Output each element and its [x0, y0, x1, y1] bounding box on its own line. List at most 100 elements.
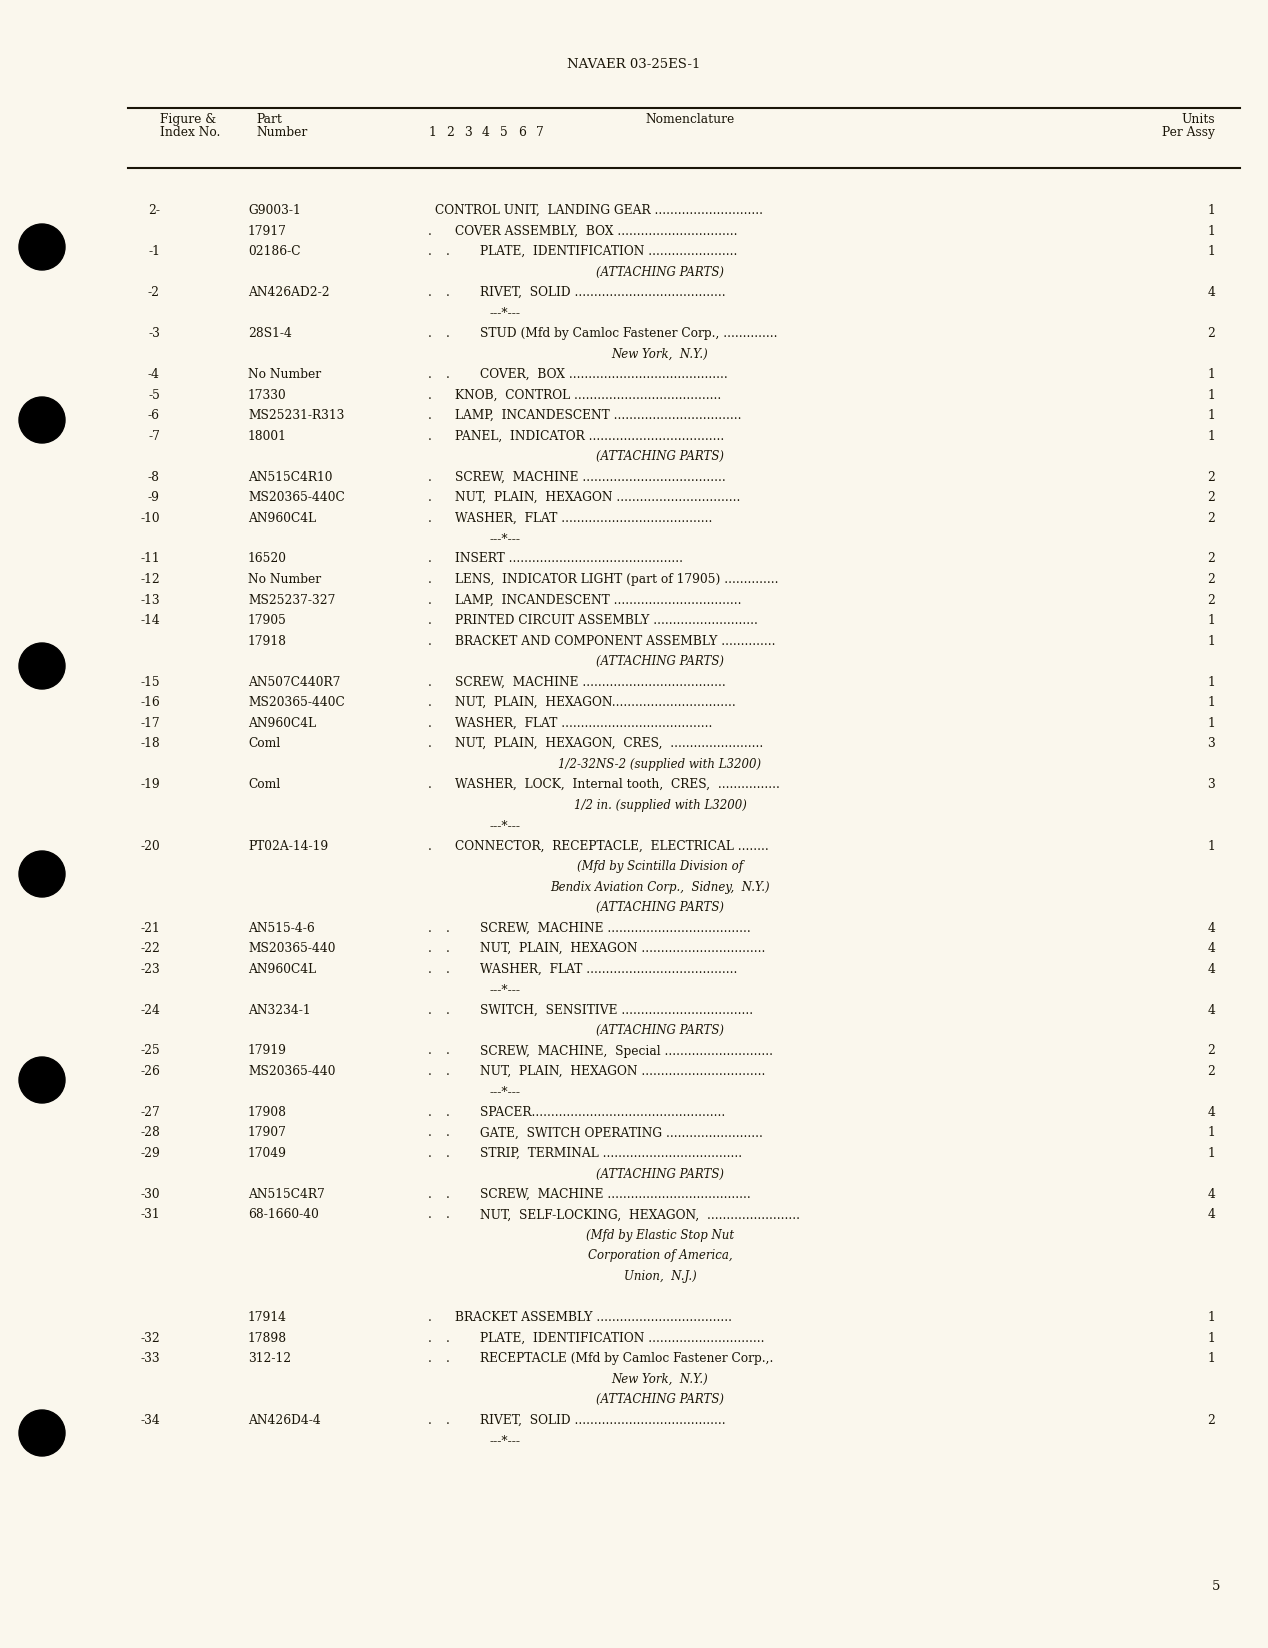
Text: -23: -23: [141, 962, 160, 976]
Text: 17330: 17330: [249, 389, 287, 402]
Text: -9: -9: [148, 491, 160, 504]
Text: -18: -18: [141, 737, 160, 750]
Text: New York,  N.Y.): New York, N.Y.): [611, 348, 709, 361]
Text: 1: 1: [1207, 204, 1215, 218]
Text: GATE,  SWITCH OPERATING .........................: GATE, SWITCH OPERATING .................…: [481, 1127, 763, 1139]
Text: .: .: [429, 491, 432, 504]
Text: AN515C4R10: AN515C4R10: [249, 470, 332, 483]
Text: Bendix Aviation Corp.,  Sidney,  N.Y.): Bendix Aviation Corp., Sidney, N.Y.): [550, 880, 770, 893]
Text: 1: 1: [1207, 676, 1215, 689]
Text: Coml: Coml: [249, 778, 280, 791]
Text: .: .: [446, 1208, 450, 1221]
Text: -12: -12: [141, 574, 160, 587]
Text: .: .: [429, 552, 432, 565]
Text: Union,  N.J.): Union, N.J.): [624, 1271, 696, 1284]
Text: .: .: [429, 246, 432, 259]
Text: NUT,  PLAIN,  HEXAGON,  CRES,  ........................: NUT, PLAIN, HEXAGON, CRES, .............…: [455, 737, 763, 750]
Text: -34: -34: [141, 1414, 160, 1427]
Text: -31: -31: [141, 1208, 160, 1221]
Text: .: .: [429, 1351, 432, 1365]
Text: -25: -25: [141, 1045, 160, 1058]
Circle shape: [19, 1411, 65, 1455]
Text: 2: 2: [1207, 511, 1215, 524]
Text: -27: -27: [141, 1106, 160, 1119]
Text: -5: -5: [148, 389, 160, 402]
Text: 17898: 17898: [249, 1332, 287, 1345]
Text: 4: 4: [1207, 943, 1215, 954]
Text: 1: 1: [1207, 389, 1215, 402]
Text: 3: 3: [464, 125, 472, 138]
Text: -10: -10: [141, 511, 160, 524]
Text: 5: 5: [1212, 1580, 1220, 1594]
Text: .: .: [429, 511, 432, 524]
Text: 17914: 17914: [249, 1312, 287, 1323]
Text: .: .: [446, 921, 450, 934]
Text: AN960C4L: AN960C4L: [249, 717, 316, 730]
Text: 1: 1: [1207, 839, 1215, 852]
Circle shape: [19, 397, 65, 443]
Text: AN515-4-6: AN515-4-6: [249, 921, 314, 934]
Text: PT02A-14-19: PT02A-14-19: [249, 839, 328, 852]
Text: New York,  N.Y.): New York, N.Y.): [611, 1373, 709, 1386]
Text: RIVET,  SOLID .......................................: RIVET, SOLID ...........................…: [481, 287, 725, 298]
Text: LAMP,  INCANDESCENT .................................: LAMP, INCANDESCENT .....................…: [455, 593, 742, 606]
Text: CONNECTOR,  RECEPTACLE,  ELECTRICAL ........: CONNECTOR, RECEPTACLE, ELECTRICAL ......…: [455, 839, 768, 852]
Text: .: .: [446, 326, 450, 339]
Text: Coml: Coml: [249, 737, 280, 750]
Text: -26: -26: [141, 1065, 160, 1078]
Text: No Number: No Number: [249, 368, 321, 381]
Text: 1: 1: [1207, 430, 1215, 443]
Text: MS20365-440C: MS20365-440C: [249, 695, 345, 709]
Text: -20: -20: [141, 839, 160, 852]
Text: (ATTACHING PARTS): (ATTACHING PARTS): [596, 654, 724, 667]
Text: -3: -3: [148, 326, 160, 339]
Text: Nomenclature: Nomenclature: [645, 114, 734, 125]
Text: SCREW,  MACHINE .....................................: SCREW, MACHINE .........................…: [481, 921, 751, 934]
Text: .: .: [429, 1106, 432, 1119]
Text: .: .: [446, 962, 450, 976]
Text: (ATTACHING PARTS): (ATTACHING PARTS): [596, 901, 724, 915]
Text: ---*---: ---*---: [489, 532, 521, 545]
Text: .: .: [429, 634, 432, 648]
Text: .: .: [446, 1106, 450, 1119]
Text: -21: -21: [141, 921, 160, 934]
Text: Figure &: Figure &: [160, 114, 216, 125]
Text: MS25237-327: MS25237-327: [249, 593, 335, 606]
Text: -11: -11: [141, 552, 160, 565]
Text: .: .: [429, 1147, 432, 1160]
Text: BRACKET AND COMPONENT ASSEMBLY ..............: BRACKET AND COMPONENT ASSEMBLY .........…: [455, 634, 776, 648]
Text: -19: -19: [141, 778, 160, 791]
Text: RIVET,  SOLID .......................................: RIVET, SOLID ...........................…: [481, 1414, 725, 1427]
Text: 7: 7: [536, 125, 544, 138]
Text: 1: 1: [1207, 634, 1215, 648]
Text: 17918: 17918: [249, 634, 287, 648]
Text: 1: 1: [1207, 1127, 1215, 1139]
Text: SWITCH,  SENSITIVE ..................................: SWITCH, SENSITIVE ......................…: [481, 1004, 753, 1017]
Text: 2: 2: [1207, 1065, 1215, 1078]
Circle shape: [19, 224, 65, 270]
Text: .: .: [429, 1332, 432, 1345]
Text: 1: 1: [1207, 1147, 1215, 1160]
Text: ---*---: ---*---: [489, 982, 521, 995]
Text: (Mfd by Elastic Stop Nut: (Mfd by Elastic Stop Nut: [586, 1229, 734, 1243]
Text: 1: 1: [1207, 368, 1215, 381]
Text: NUT,  PLAIN,  HEXAGON ................................: NUT, PLAIN, HEXAGON ....................…: [481, 1065, 766, 1078]
Text: STRIP,  TERMINAL ....................................: STRIP, TERMINAL ........................…: [481, 1147, 742, 1160]
Text: .: .: [429, 593, 432, 606]
Text: -14: -14: [141, 615, 160, 626]
Text: 2: 2: [446, 125, 454, 138]
Text: 68-1660-40: 68-1660-40: [249, 1208, 318, 1221]
Text: 4: 4: [1207, 1004, 1215, 1017]
Text: -22: -22: [141, 943, 160, 954]
Text: 2: 2: [1207, 326, 1215, 339]
Text: -29: -29: [141, 1147, 160, 1160]
Text: -24: -24: [141, 1004, 160, 1017]
Text: Units: Units: [1182, 114, 1215, 125]
Text: NAVAER 03-25ES-1: NAVAER 03-25ES-1: [567, 58, 701, 71]
Text: (ATTACHING PARTS): (ATTACHING PARTS): [596, 1023, 724, 1037]
Text: (ATTACHING PARTS): (ATTACHING PARTS): [596, 450, 724, 463]
Text: .: .: [429, 326, 432, 339]
Circle shape: [19, 850, 65, 897]
Text: MS25231-R313: MS25231-R313: [249, 409, 345, 422]
Text: .: .: [429, 962, 432, 976]
